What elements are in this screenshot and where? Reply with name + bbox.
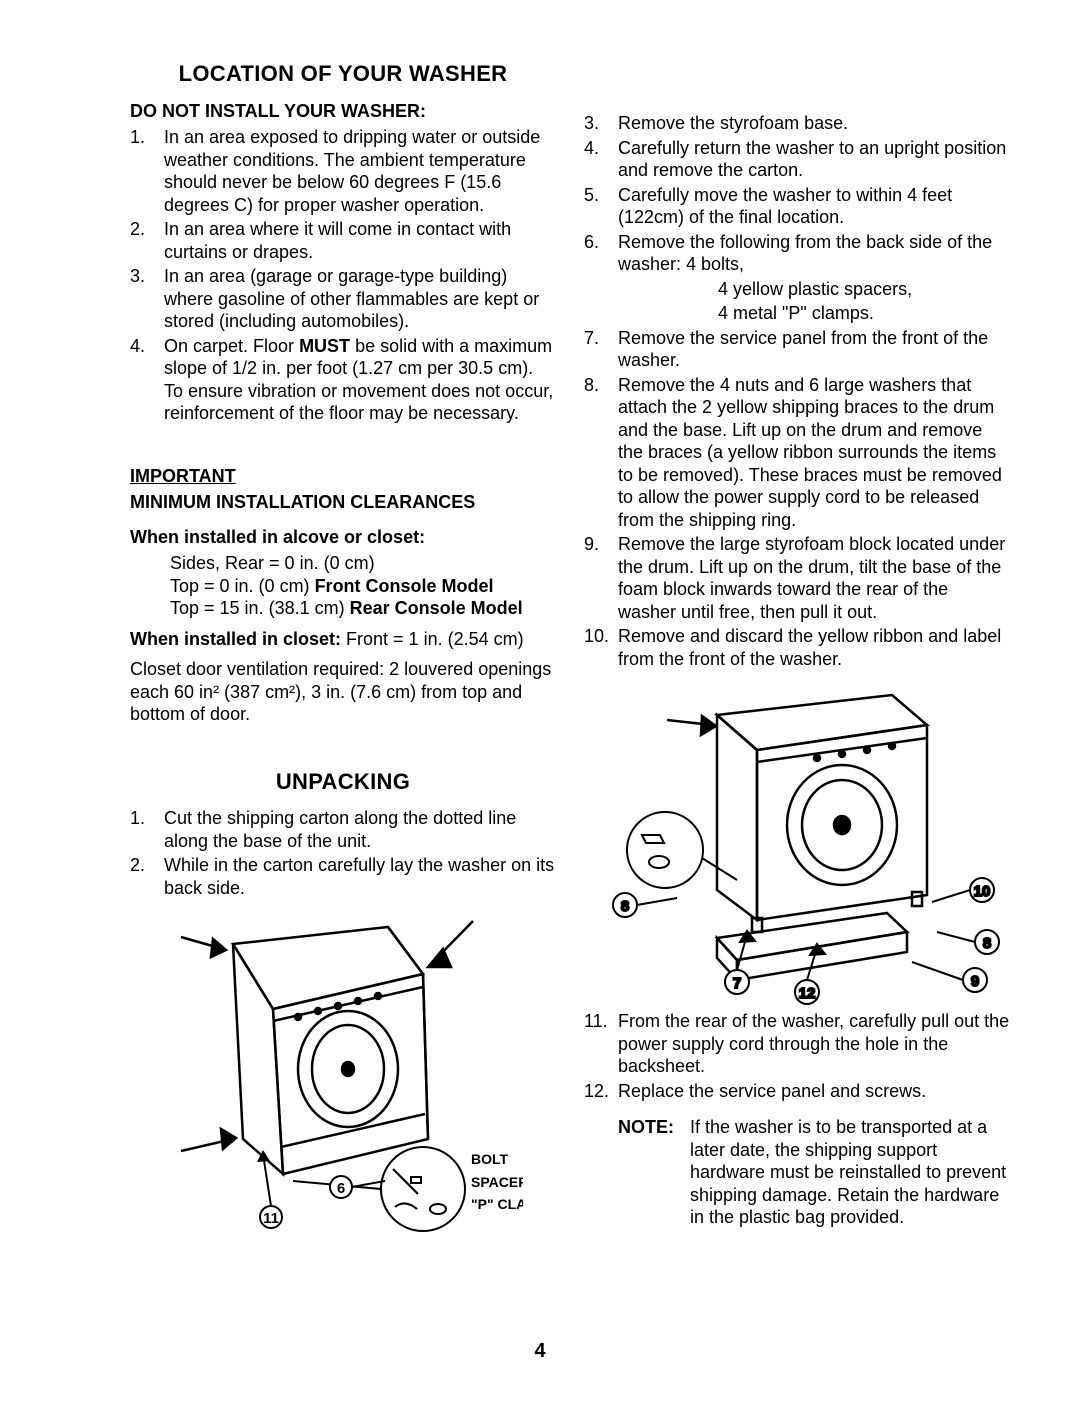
list-text: Remove the 4 nuts and 6 large washers th…: [618, 374, 1010, 532]
list-number: 2.: [130, 854, 164, 899]
list-number: 7.: [584, 327, 618, 372]
callout-7: 7: [733, 975, 741, 992]
callout-9: 9: [971, 973, 979, 990]
alcove-line: Sides, Rear = 0 in. (0 cm): [170, 552, 556, 575]
note-text: If the washer is to be transported at a …: [690, 1116, 1010, 1229]
list-number: 10.: [584, 625, 618, 670]
do-not-install-heading: DO NOT INSTALL YOUR WASHER:: [130, 100, 556, 123]
note-block: NOTE: If the washer is to be transported…: [618, 1116, 1010, 1229]
callout-8b: 8: [983, 935, 991, 952]
text-part: Front = 1 in. (2.54 cm): [341, 629, 524, 649]
list-item: 11.From the rear of the washer, carefull…: [584, 1010, 1010, 1078]
list-number: 3.: [130, 265, 164, 333]
section-title-location: LOCATION OF YOUR WASHER: [130, 60, 556, 88]
list-number: 1.: [130, 807, 164, 852]
list-text: On carpet. Floor MUST be solid with a ma…: [164, 335, 556, 425]
callout-6: 6: [337, 1180, 345, 1197]
unpacking-diagram-right: 8 7 12 10 8: [584, 680, 1010, 1010]
page-number: 4: [0, 1340, 1080, 1363]
list-number: 12.: [584, 1080, 618, 1103]
list-text: In an area exposed to dripping water or …: [164, 126, 556, 216]
alcove-heading: When installed in alcove or closet:: [130, 526, 556, 549]
list-item: 4. On carpet. Floor MUST be solid with a…: [130, 335, 556, 425]
left-column: LOCATION OF YOUR WASHER DO NOT INSTALL Y…: [130, 50, 556, 1239]
alcove-line: Top = 15 in. (38.1 cm) Rear Console Mode…: [170, 597, 556, 620]
list-item: 10.Remove and discard the yellow ribbon …: [584, 625, 1010, 670]
callout-12: 12: [799, 985, 816, 1002]
unpacking-list: 1.Cut the shipping carton along the dott…: [130, 807, 556, 899]
list-number: 4.: [584, 137, 618, 182]
list-text: Carefully move the washer to within 4 fe…: [618, 184, 1010, 229]
text-bold: Front Console Model: [315, 576, 494, 596]
list-text: Carefully return the washer to an uprigh…: [618, 137, 1010, 182]
list-text: In an area where it will come in contact…: [164, 218, 556, 263]
list-number: 2.: [130, 218, 164, 263]
list-text: Remove the following from the back side …: [618, 231, 1010, 276]
list-item: 12.Replace the service panel and screws.: [584, 1080, 1010, 1103]
list-item: 1.In an area exposed to dripping water o…: [130, 126, 556, 216]
page: LOCATION OF YOUR WASHER DO NOT INSTALL Y…: [0, 0, 1080, 1403]
list-text: Remove and discard the yellow ribbon and…: [618, 625, 1010, 670]
list-item: 5.Carefully move the washer to within 4 …: [584, 184, 1010, 229]
list-text: Remove the large styrofoam block located…: [618, 533, 1010, 623]
list-text: Cut the shipping carton along the dotted…: [164, 807, 556, 852]
list-number: 9.: [584, 533, 618, 623]
list-text: Replace the service panel and screws.: [618, 1080, 926, 1103]
callout-11: 11: [263, 1210, 279, 1227]
list-number: 8.: [584, 374, 618, 532]
list-item: 4.Carefully return the washer to an upri…: [584, 137, 1010, 182]
section-title-unpacking: UNPACKING: [130, 768, 556, 796]
list-number: [584, 302, 618, 325]
list-item: 1.Cut the shipping carton along the dott…: [130, 807, 556, 852]
callout-8a: 8: [621, 898, 629, 915]
list-item: 8.Remove the 4 nuts and 6 large washers …: [584, 374, 1010, 532]
list-text: 4 metal "P" clamps.: [618, 302, 874, 325]
list-text: While in the carton carefully lay the wa…: [164, 854, 556, 899]
list-number: 6.: [584, 231, 618, 276]
diagram-label-bolt: BOLT: [471, 1151, 509, 1167]
list-item: 4 metal "P" clamps.: [584, 302, 1010, 325]
note-label: NOTE:: [618, 1116, 690, 1229]
list-item: 9.Remove the large styrofoam block locat…: [584, 533, 1010, 623]
list-number: 1.: [130, 126, 164, 216]
two-column-layout: LOCATION OF YOUR WASHER DO NOT INSTALL Y…: [130, 50, 1010, 1239]
diagram-label-pclamp: "P" CLAMP: [471, 1196, 523, 1212]
list-number: 5.: [584, 184, 618, 229]
text-part: On carpet. Floor: [164, 336, 299, 356]
clearances-heading: MINIMUM INSTALLATION CLEARANCES: [130, 491, 556, 514]
list-item: 3.In an area (garage or garage-type buil…: [130, 265, 556, 333]
vent-paragraph: Closet door ventilation required: 2 louv…: [130, 658, 556, 726]
list-item: 7.Remove the service panel from the fron…: [584, 327, 1010, 372]
list-item: 2.In an area where it will come in conta…: [130, 218, 556, 263]
unpacking-diagram-left: BOLT SPACER "P" CLAMP 6 11: [130, 909, 556, 1239]
list-number: [584, 278, 618, 301]
list-text: Remove the styrofoam base.: [618, 112, 848, 135]
closet-line: When installed in closet: Front = 1 in. …: [130, 628, 556, 651]
diagram-label-spacer: SPACER: [471, 1174, 523, 1190]
list-text: In an area (garage or garage-type buildi…: [164, 265, 556, 333]
list-text: 4 yellow plastic spacers,: [618, 278, 912, 301]
list-text: Remove the service panel from the front …: [618, 327, 1010, 372]
list-number: 11.: [584, 1010, 618, 1078]
alcove-lines: Sides, Rear = 0 in. (0 cm) Top = 0 in. (…: [170, 552, 556, 620]
list-text: From the rear of the washer, carefully p…: [618, 1010, 1010, 1078]
important-heading: IMPORTANT: [130, 465, 556, 488]
right-column: 3.Remove the styrofoam base. 4.Carefully…: [584, 50, 1010, 1239]
do-not-install-list: 1.In an area exposed to dripping water o…: [130, 126, 556, 425]
list-item: 2.While in the carton carefully lay the …: [130, 854, 556, 899]
list-item: 4 yellow plastic spacers,: [584, 278, 1010, 301]
alcove-line: Top = 0 in. (0 cm) Front Console Model: [170, 575, 556, 598]
list-number: 4.: [130, 335, 164, 425]
unpacking-list-continued: 3.Remove the styrofoam base. 4.Carefully…: [584, 112, 1010, 670]
callout-10: 10: [974, 883, 991, 900]
text-bold: Rear Console Model: [350, 598, 523, 618]
list-number: 3.: [584, 112, 618, 135]
text-part: Top = 15 in. (38.1 cm): [170, 598, 350, 618]
text-bold: When installed in closet:: [130, 629, 341, 649]
text-part: Top = 0 in. (0 cm): [170, 576, 315, 596]
text-bold: MUST: [299, 336, 350, 356]
list-item: 6.Remove the following from the back sid…: [584, 231, 1010, 276]
unpacking-list-continued-2: 11.From the rear of the washer, carefull…: [584, 1010, 1010, 1102]
list-item: 3.Remove the styrofoam base.: [584, 112, 1010, 135]
